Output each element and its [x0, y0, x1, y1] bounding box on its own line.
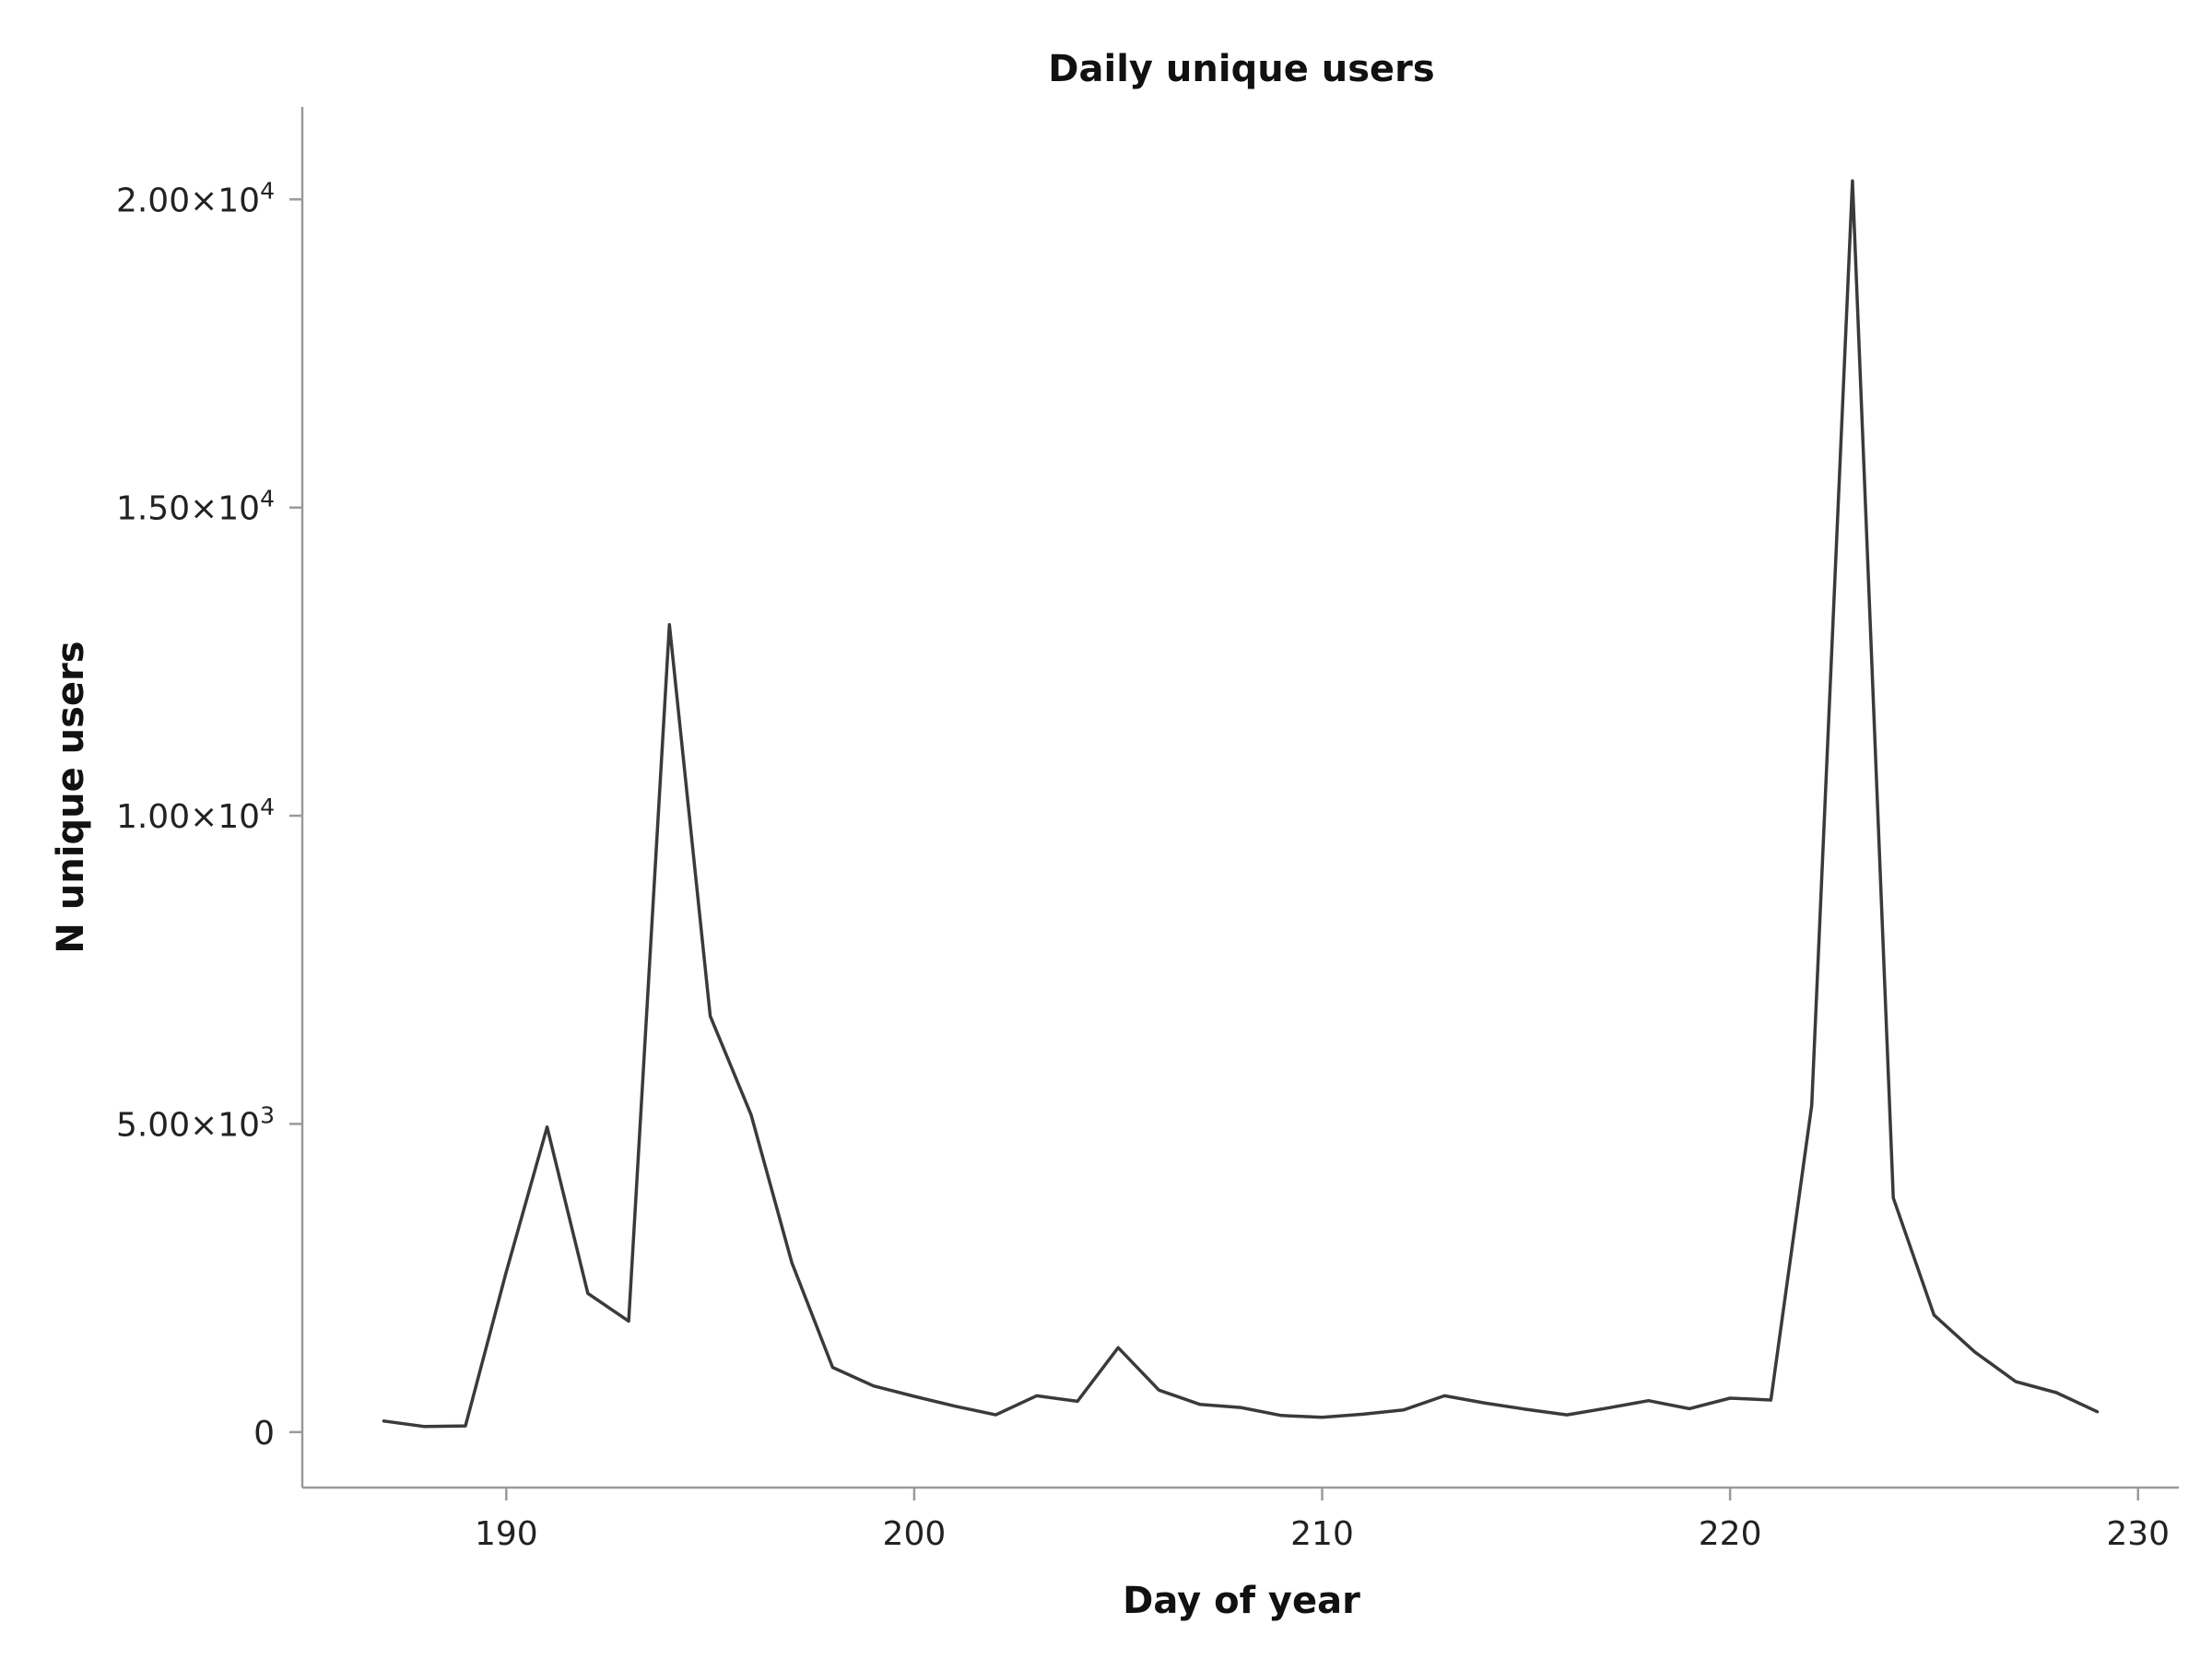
y-tick-exponent: 4: [260, 794, 275, 820]
y-axis-ticks: 0 5.00×103 1.00×104 1.50×104 2.00×104: [116, 177, 302, 1453]
plot-area: 0 5.00×103 1.00×104 1.50×104 2.00×104 190 200…: [116, 107, 2179, 1553]
x-axis-ticks: 190 200 210 220 230: [475, 1488, 2170, 1553]
y-tick-exponent: 4: [260, 486, 275, 512]
y-tick-label: 1.00×104: [116, 794, 275, 836]
series-line: [382, 179, 2100, 1429]
x-axis-label: Day of year: [1123, 1580, 1360, 1622]
y-tick-label: 0: [253, 1415, 275, 1453]
y-tick-label: 5.00×103: [116, 1101, 275, 1144]
y-axis-label: N unique users: [50, 641, 92, 953]
y-tick-label: 1.50×104: [116, 486, 275, 528]
x-tick-label: 200: [883, 1515, 947, 1553]
y-tick-exponent: 3: [260, 1101, 275, 1128]
chart-title: Daily unique users: [1048, 48, 1434, 90]
x-tick-label: 230: [2106, 1515, 2170, 1553]
y-tick-label: 2.00×104: [116, 177, 275, 219]
x-tick-label: 220: [1699, 1515, 1762, 1553]
x-tick-label: 210: [1290, 1515, 1354, 1553]
x-tick-label: 190: [475, 1515, 538, 1553]
y-tick-exponent: 4: [260, 177, 275, 204]
